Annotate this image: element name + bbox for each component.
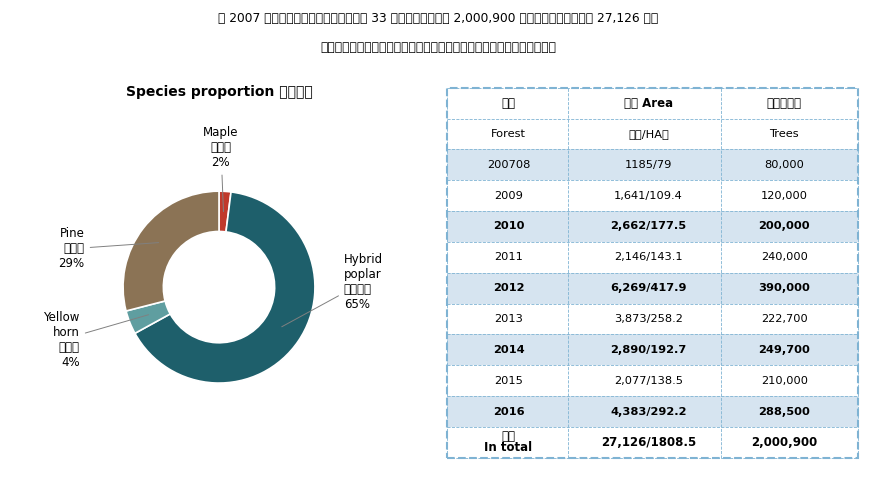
Text: 2,077/138.5: 2,077/138.5 [614,375,683,386]
Text: （亩/HA）: （亩/HA） [628,129,669,139]
Text: 2,000,900: 2,000,900 [752,436,817,449]
Text: 从 2007 年开始至今，百万植树计划已在 33 个地块上累计种植 2,000,900 余棵树，占地总面积为 27,126 亩。: 从 2007 年开始至今，百万植树计划已在 33 个地块上累计种植 2,000,… [218,12,658,25]
Text: 4,383/292.2: 4,383/292.2 [611,407,687,416]
Text: Yellow
horn
文冠果
4%: Yellow horn 文冠果 4% [44,311,149,369]
Text: 200708: 200708 [487,160,530,170]
Text: Hybrid
poplar
杂交杨树
65%: Hybrid poplar 杂交杨树 65% [282,253,383,327]
Text: 林地: 林地 [502,96,515,110]
Text: 1185/79: 1185/79 [625,160,672,170]
Text: 2014: 2014 [492,345,525,355]
Text: 80,000: 80,000 [765,160,804,170]
Bar [447,118,858,150]
Text: 棵数（棵）: 棵数（棵） [766,96,802,110]
Text: 总计: 总计 [502,431,515,443]
Text: In total: In total [484,441,533,454]
Bar [447,427,858,458]
Bar [447,335,858,365]
Text: 1,641/109.4: 1,641/109.4 [614,190,683,201]
Wedge shape [219,191,231,232]
Text: 27,126/1808.5: 27,126/1808.5 [601,436,696,449]
Text: 2,146/143.1: 2,146/143.1 [614,252,682,262]
Bar [447,150,858,180]
Text: Maple
五角枫
2%: Maple 五角枫 2% [203,127,238,211]
Wedge shape [126,301,170,333]
Text: Forest: Forest [491,129,526,139]
Text: 240,000: 240,000 [761,252,808,262]
Bar [447,273,858,303]
Text: 2015: 2015 [494,375,523,386]
Text: 390,000: 390,000 [759,283,810,293]
Text: 6,269/417.9: 6,269/417.9 [611,283,687,293]
Text: 288,500: 288,500 [759,407,810,416]
Bar [447,396,858,427]
Text: 210,000: 210,000 [761,375,808,386]
Title: Species proportion 树种比例: Species proportion 树种比例 [125,86,313,99]
Text: 2016: 2016 [492,407,525,416]
Text: 2013: 2013 [494,314,523,324]
Wedge shape [123,191,219,311]
Bar [447,211,858,242]
Text: 2,662/177.5: 2,662/177.5 [611,222,687,231]
Text: 200,000: 200,000 [759,222,810,231]
Bar [447,303,858,335]
Text: 120,000: 120,000 [761,190,808,201]
Text: 222,700: 222,700 [761,314,808,324]
Text: 面积 Area: 面积 Area [624,96,673,110]
Text: 2009: 2009 [494,190,523,201]
Text: 2011: 2011 [494,252,523,262]
Wedge shape [135,192,315,383]
Bar [447,242,858,273]
Text: Trees: Trees [769,129,799,139]
Text: 3,873/258.2: 3,873/258.2 [614,314,683,324]
Text: 249,700: 249,700 [759,345,810,355]
Text: 2010: 2010 [493,222,524,231]
Bar [447,88,858,118]
Text: 2,890/192.7: 2,890/192.7 [611,345,687,355]
Bar [447,180,858,211]
Text: 造林树种以杨树、樟子松为主，兼有榆树、五角枫、文冠果和小叶锦鸡。: 造林树种以杨树、樟子松为主，兼有榆树、五角枫、文冠果和小叶锦鸡。 [320,41,556,55]
Text: 2012: 2012 [493,283,524,293]
Bar [447,365,858,396]
Text: Pine
樟子松
29%: Pine 樟子松 29% [59,227,159,270]
